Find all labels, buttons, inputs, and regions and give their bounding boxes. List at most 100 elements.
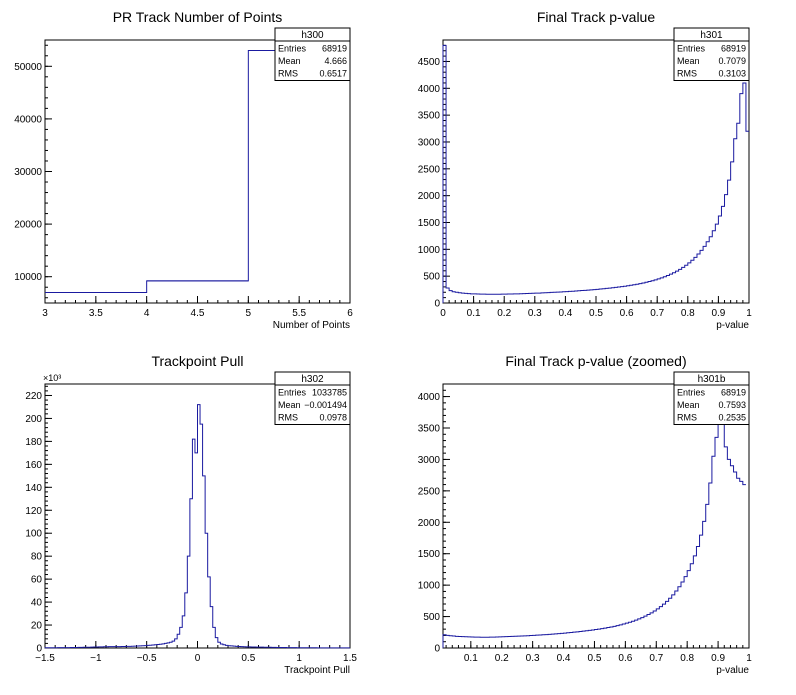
stats-label: RMS (278, 413, 298, 423)
y-tick-label: 0 (434, 644, 440, 655)
stats-label: Entries (278, 388, 307, 398)
stats-value: 0.0978 (319, 413, 347, 423)
x-tick-label: 4.5 (191, 308, 205, 319)
stats-label: RMS (677, 413, 697, 423)
x-tick-label: 5.5 (292, 308, 306, 319)
x-tick-label: 1 (296, 653, 302, 664)
chart-panel-1: PR Track Number of Points 3 3.5 4 4.5 5 5.5 6 10… (14, 9, 353, 331)
x-tick-label: 0.5 (241, 653, 255, 664)
x-tick-label: 1 (746, 653, 752, 664)
x-tick-label: 3.5 (89, 308, 103, 319)
x-tick-label: 0.7 (649, 653, 663, 664)
y-tick-label: 20000 (14, 220, 42, 231)
stats-label: Mean (278, 56, 301, 66)
y-tick-label: 4500 (418, 57, 441, 68)
x-tick-label: −0.5 (137, 653, 157, 664)
x-tick-label: 0.3 (528, 308, 542, 319)
stats-label: RMS (278, 69, 298, 79)
y-tick-label: 100 (25, 529, 42, 540)
x-tick-label: 0.1 (467, 308, 481, 319)
x-tick-label: 6 (347, 308, 353, 319)
x-tick-label: 0.6 (620, 308, 634, 319)
x-tick-label: 0.6 (618, 653, 632, 664)
x-tick-label: 0.5 (588, 653, 602, 664)
stats-value: 0.2535 (718, 413, 746, 423)
y-tick-label: 220 (25, 391, 42, 402)
y-tick-label: 3000 (418, 137, 441, 148)
x-tick-label: 0.2 (495, 653, 509, 664)
y-tick-label: 0 (36, 644, 42, 655)
y-tick-label: 120 (25, 506, 42, 517)
y-tick-label: 200 (25, 414, 42, 425)
x-tick-label: 0.9 (711, 308, 725, 319)
stats-label: Entries (677, 44, 706, 54)
x-axis-label: p-value (716, 320, 749, 331)
y-tick-label: 30000 (14, 167, 42, 178)
x-axis-label: Number of Points (273, 320, 350, 331)
y-tick-label: 160 (25, 460, 42, 471)
stats-box-frame (274, 371, 351, 425)
stats-box: h300 Entries 68919 Mean 4.666 RMS 0.6517 (274, 27, 351, 81)
stats-box-frame (673, 371, 750, 425)
stats-label: Entries (677, 388, 706, 398)
y-tick-label: 60 (31, 575, 43, 586)
chart-title: Final Track p-value (zoomed) (505, 353, 686, 369)
x-tick-label: 0.3 (526, 653, 540, 664)
x-tick-label: 0.4 (557, 653, 571, 664)
stats-label: Mean (677, 400, 700, 410)
x-axis-label: p-value (716, 665, 749, 676)
histogram-line (45, 50, 350, 293)
stats-box-name: h300 (301, 30, 324, 41)
histogram-line (44, 404, 350, 649)
stats-value: 68919 (721, 44, 746, 54)
x-tick-label: −1 (90, 653, 102, 664)
y-tick-label: 1500 (418, 549, 441, 560)
y-tick-label: 50000 (14, 62, 42, 73)
y-tick-label: 4000 (418, 392, 441, 403)
x-tick-label: 0.4 (558, 308, 572, 319)
x-tick-label: 0.2 (497, 308, 511, 319)
y-tick-label: 180 (25, 437, 42, 448)
chart-title: Final Track p-value (537, 9, 655, 25)
y-tick-label: 1000 (418, 245, 441, 256)
chart-title: PR Track Number of Points (113, 9, 283, 25)
x-tick-label: 0.7 (650, 308, 664, 319)
x-tick-label: 1.5 (343, 653, 357, 664)
stats-label: Mean (677, 56, 700, 66)
y-tick-label: 140 (25, 483, 42, 494)
stats-value: 0.7593 (718, 400, 746, 410)
stats-value: 4.666 (324, 56, 347, 66)
x-tick-label: 0.5 (589, 308, 603, 319)
stats-box-frame (673, 27, 750, 81)
stats-box-name: h301 (700, 30, 723, 41)
y-tick-label: 2500 (418, 486, 441, 497)
y-tick-label: 10000 (14, 272, 42, 283)
stats-value: 0.7079 (718, 56, 746, 66)
x-tick-label: 5 (246, 308, 252, 319)
chart-panel-2: Final Track p-value 0 0.1 0.2 0.3 0.4 0.5 0.6 0.… (418, 9, 752, 331)
histogram-line (442, 44, 749, 303)
y-tick-label: 4000 (418, 84, 441, 95)
y-tick-label: 2000 (418, 191, 441, 202)
stats-label: RMS (677, 69, 697, 79)
stats-value: 68919 (322, 44, 347, 54)
x-tick-label: 0.8 (680, 653, 694, 664)
histogram-line (442, 389, 746, 648)
x-tick-label: 1 (746, 308, 752, 319)
x-tick-label: 3 (42, 308, 48, 319)
y-tick-label: 3500 (418, 424, 441, 435)
y-tick-label: 500 (423, 272, 440, 283)
x-axis-label: Trackpoint Pull (284, 665, 350, 676)
stats-box: h301b Entries 68919 Mean 0.7593 RMS 0.2535 (673, 371, 750, 425)
y-tick-label: 40000 (14, 114, 42, 125)
y-tick-label: 2500 (418, 164, 441, 175)
stats-label: Entries (278, 44, 307, 54)
y-tick-label: 500 (423, 612, 440, 623)
chart-panel-4: Final Track p-value (zoomed) 0.1 0.2 0.3 0.4… (418, 353, 752, 676)
y-tick-label: 0 (434, 299, 440, 310)
y-tick-label: 3000 (418, 455, 441, 466)
y-tick-label: 1000 (418, 581, 441, 592)
stats-box-name: h301b (698, 374, 726, 385)
